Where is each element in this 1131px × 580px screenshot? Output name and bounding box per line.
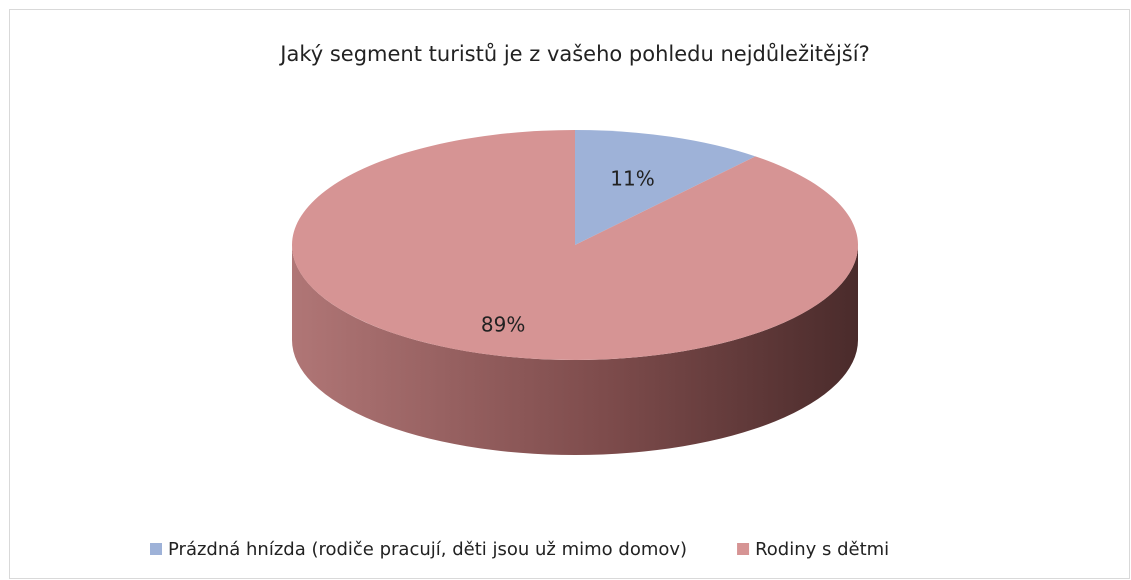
data-label: 11% [610,167,654,191]
legend-swatch [737,543,750,555]
chart-title: Jaký segment turistů je z vašeho pohledu… [278,42,869,66]
legend-label: Rodiny s dětmi [755,539,889,560]
data-label: 89% [481,313,525,337]
pie-slice [292,130,858,361]
legend-swatch [150,543,162,555]
legend-label: Prázdná hnízda (rodiče pracují, děti jso… [168,539,687,560]
pie-side [292,245,858,455]
pie-slice [575,130,756,245]
